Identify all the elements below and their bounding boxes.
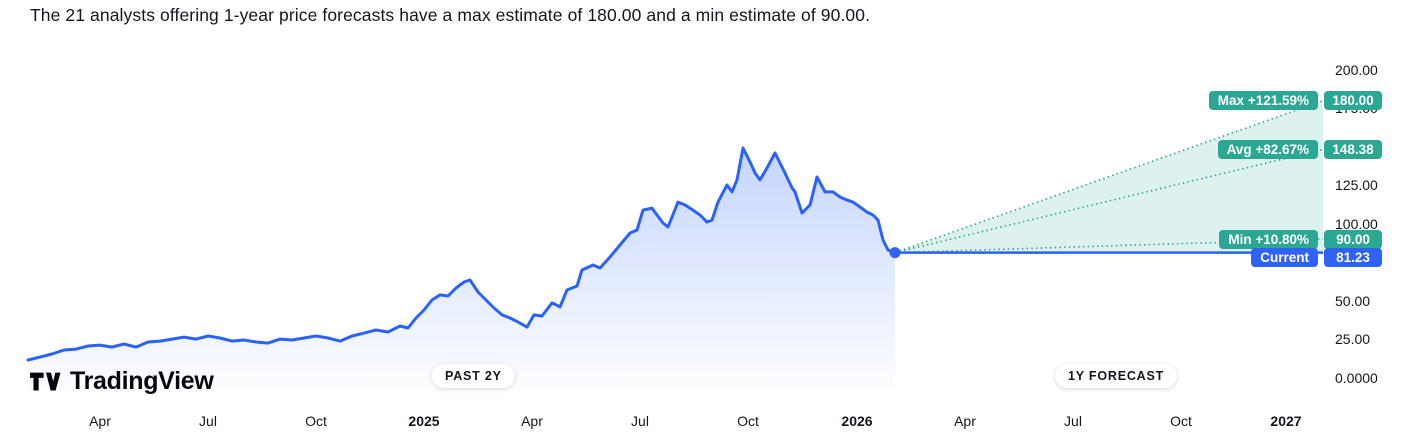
price-history-area xyxy=(28,148,895,397)
current-price-label: Current xyxy=(1251,248,1318,268)
y-tick-50.00: 50.00 xyxy=(1335,292,1371,309)
x-tick-Jul: Jul xyxy=(1064,413,1082,429)
min-estimate-value: 90.00 xyxy=(1324,229,1382,249)
x-tick-Oct: Oct xyxy=(737,413,759,429)
x-tick-Jul: Jul xyxy=(199,413,217,429)
y-tick-25.00: 25.00 xyxy=(1335,331,1371,348)
tradingview-brand[interactable]: TradingView xyxy=(30,367,214,396)
tradingview-logo-icon xyxy=(30,372,61,390)
forecast-max-line xyxy=(894,99,1324,254)
min-estimate-label: Min +10.80% xyxy=(1219,229,1318,249)
avg-estimate-label: Avg +82.67% xyxy=(1217,139,1318,159)
past-period-badge: PAST 2Y xyxy=(432,364,515,388)
y-tick-0.0000: 0.0000 xyxy=(1335,369,1378,386)
headline-text: The 21 analysts offering 1-year price fo… xyxy=(30,5,871,25)
current-price-dot xyxy=(889,247,901,259)
avg-estimate-value: 148.38 xyxy=(1324,139,1382,159)
tradingview-wordmark: TradingView xyxy=(70,367,214,395)
forecast-avg-line xyxy=(894,148,1324,254)
x-tick-Oct: Oct xyxy=(1170,413,1192,429)
max-estimate-value: 180.00 xyxy=(1324,91,1382,111)
current-price-value: 81.23 xyxy=(1324,248,1382,268)
price-history-line xyxy=(26,146,897,362)
forecast-period-badge: 1Y FORECAST xyxy=(1055,364,1178,388)
x-tick-Apr: Apr xyxy=(521,413,543,429)
min-estimate-badge: Min +10.80% 90.00 xyxy=(1219,229,1382,249)
x-tick-Jul: Jul xyxy=(631,413,649,429)
x-tick-2027: 2027 xyxy=(1270,413,1302,429)
current-price-badge: Current 81.23 xyxy=(1251,248,1382,268)
max-estimate-label: Max +121.59% xyxy=(1208,91,1318,111)
x-tick-Apr: Apr xyxy=(89,413,111,429)
max-estimate-badge: Max +121.59% 180.00 xyxy=(1208,91,1382,111)
x-tick-Apr: Apr xyxy=(954,413,976,429)
y-tick-125.00: 125.00 xyxy=(1335,177,1378,194)
x-tick-2025: 2025 xyxy=(408,413,440,429)
x-tick-2026: 2026 xyxy=(841,413,873,429)
forecast-min-line xyxy=(894,238,1324,254)
x-tick-Oct: Oct xyxy=(305,413,327,429)
y-tick-200.00: 200.00 xyxy=(1335,62,1378,78)
avg-estimate-badge: Avg +82.67% 148.38 xyxy=(1217,139,1382,159)
y-tick-100.00: 100.00 xyxy=(1335,215,1378,232)
